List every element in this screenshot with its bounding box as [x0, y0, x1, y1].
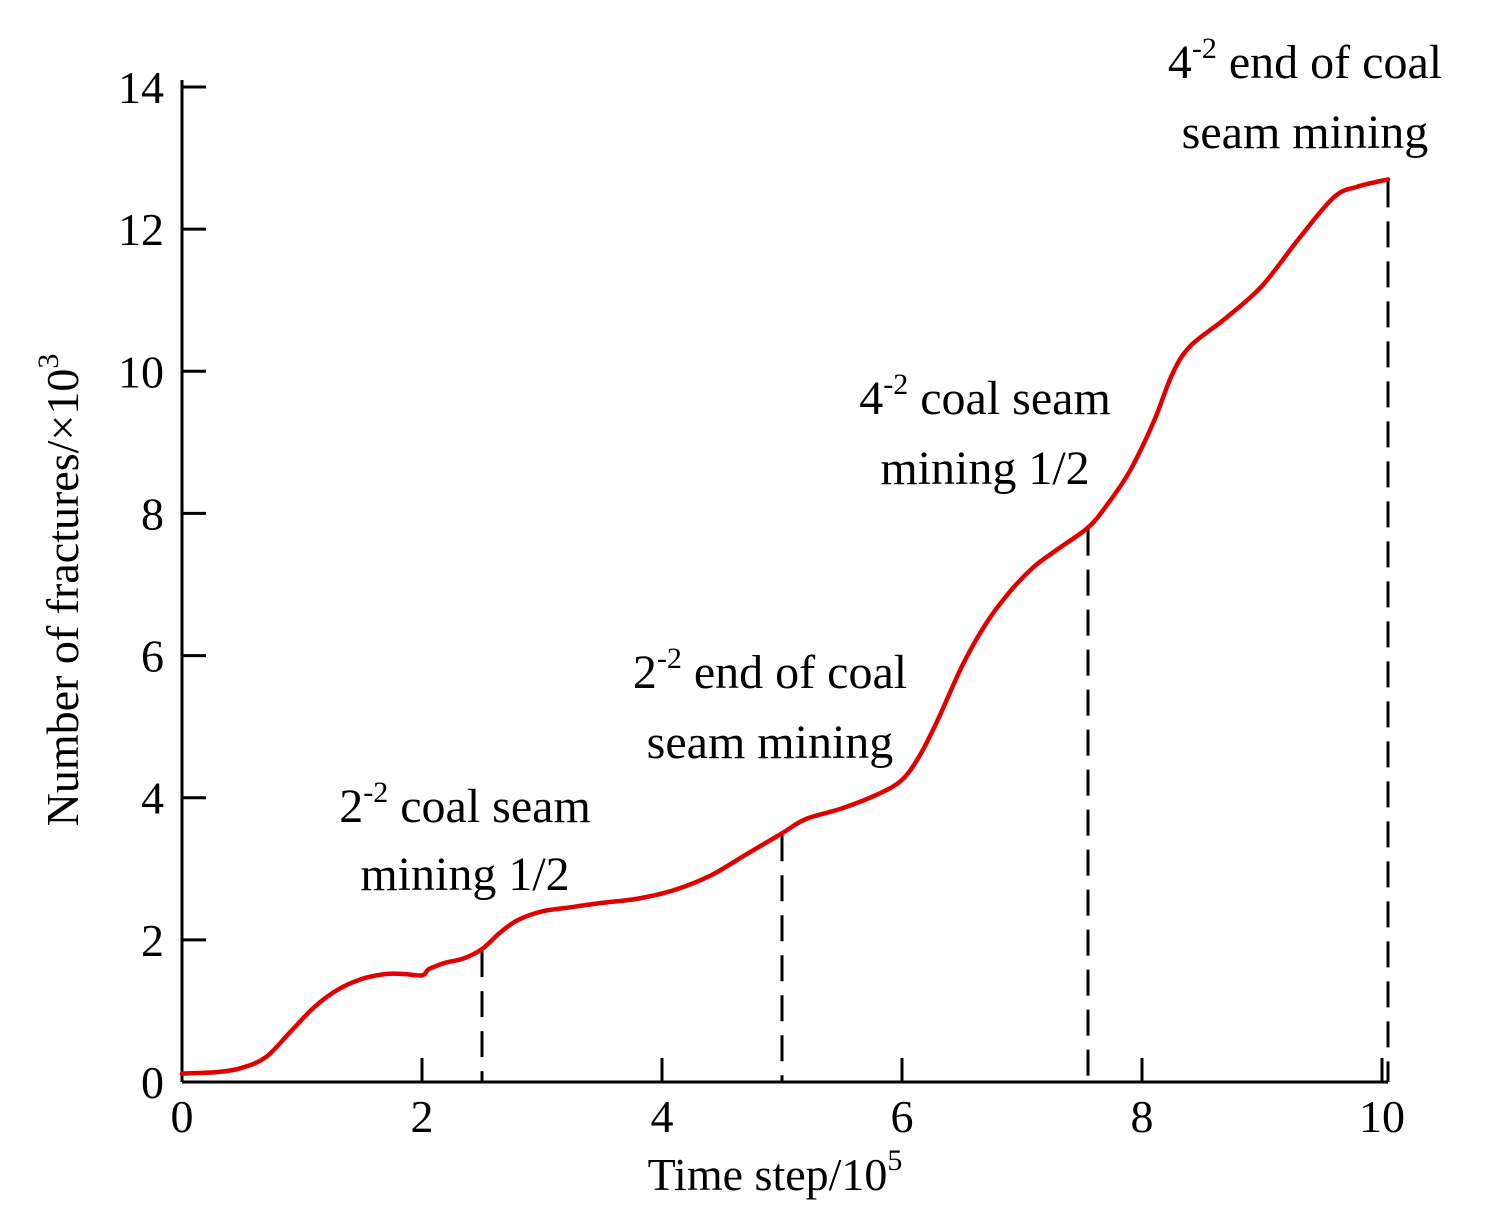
x-tick-label: 6 [891, 1091, 914, 1142]
marker-label-post: coal seam [388, 780, 591, 833]
x-tick-label: 4 [651, 1091, 674, 1142]
marker-label-line2: seam mining [1182, 106, 1429, 159]
marker-label-pre: 4 [1168, 36, 1192, 89]
y-tick-label: 2 [141, 915, 164, 966]
marker-label-line1: 2-2 coal seam [339, 776, 591, 833]
series-line [179, 177, 1391, 1076]
y-axis-title-exponent: 3 [32, 354, 65, 369]
marker-label-line1: 2-2 end of coal [633, 642, 907, 699]
x-axis-title-text: Time step/10 [648, 1149, 888, 1200]
marker-label-sup: -2 [883, 368, 908, 401]
y-tick-label: 8 [141, 488, 164, 539]
y-axis-title: Number of fractures/×103 [32, 354, 88, 827]
marker-label-line2: mining 1/2 [360, 848, 569, 901]
marker-label-line2: mining 1/2 [880, 442, 1089, 495]
marker-label-sup: -2 [657, 642, 682, 675]
marker-label-pre: 4 [859, 372, 883, 425]
marker-label-sup: -2 [363, 776, 388, 809]
annotation-markers [480, 181, 1390, 1082]
ticks: 0 2 4 6 8 10 0 2 4 6 8 10 12 14 [118, 62, 1405, 1142]
axes [180, 80, 1388, 1084]
marker-label-pre: 2 [633, 646, 657, 699]
y-tick-label: 6 [141, 631, 164, 682]
marker-label-line1: 4-2 end of coal [1168, 32, 1442, 89]
y-tick-label: 4 [141, 773, 164, 824]
y-tick-label: 12 [118, 204, 164, 255]
x-axis-title: Time step/105 [648, 1144, 903, 1200]
x-tick-label: 2 [411, 1091, 434, 1142]
x-axis-title-exponent: 5 [887, 1144, 902, 1177]
marker-label-sup: -2 [1192, 32, 1217, 65]
x-tick-label: 8 [1131, 1091, 1154, 1142]
y-axis-title-text: Number of fractures/×10 [37, 369, 88, 827]
marker-label-line1: 4-2 coal seam [859, 368, 1111, 425]
marker-label-post: coal seam [908, 372, 1111, 425]
y-tick-label: 14 [118, 62, 164, 113]
y-tick-label: 10 [118, 346, 164, 397]
x-tick-label: 10 [1359, 1091, 1405, 1142]
marker-label-pre: 2 [339, 780, 363, 833]
x-tick-label: 0 [171, 1091, 194, 1142]
marker-label-post: end of coal [682, 646, 907, 699]
marker-label-line2: seam mining [647, 716, 894, 769]
y-tick-label: 0 [141, 1057, 164, 1108]
marker-label-post: end of coal [1217, 36, 1442, 89]
